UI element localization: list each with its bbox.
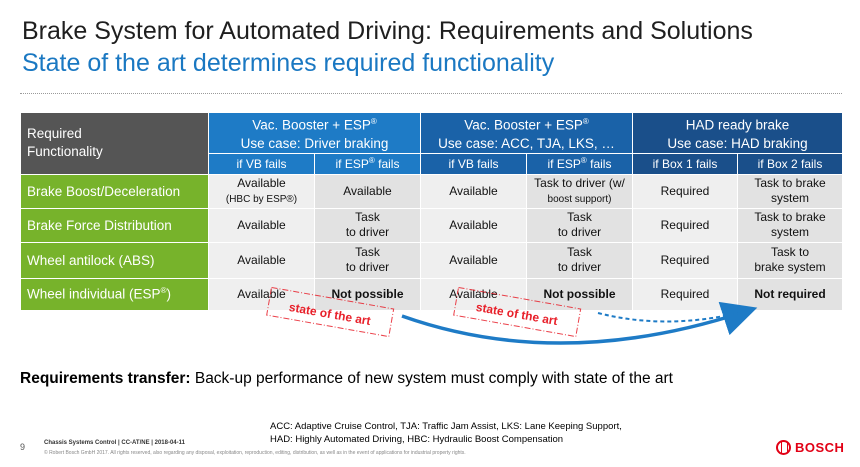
table-cell: Task to driver xyxy=(314,207,421,243)
row-label: Wheel individual (ESP®) xyxy=(20,277,209,311)
group-header-had-braking: HAD ready brake Use case: HAD braking xyxy=(632,112,843,154)
group-header-driver-braking: Vac. Booster + ESP® Use case: Driver brak… xyxy=(208,112,421,154)
table-cell: Available xyxy=(208,241,315,279)
table-cell: Available xyxy=(420,241,527,279)
row-label: Brake Force Distribution xyxy=(20,207,209,243)
row-label: Wheel antilock (ABS) xyxy=(20,241,209,279)
table-cell: Task to brake system xyxy=(737,207,843,243)
title-divider xyxy=(20,93,842,94)
table-cell: Not possible xyxy=(314,277,421,311)
table-cell: Available xyxy=(420,173,527,209)
stamp-state-of-the-art-1: state of the art xyxy=(266,286,395,338)
subheader-cell: if VB fails xyxy=(420,152,527,175)
table-cell: Available xyxy=(420,277,527,311)
row-label: Brake Boost/Deceleration xyxy=(20,173,209,209)
stamp-label: state of the art xyxy=(475,300,559,328)
subheader-cell: if ESP® fails xyxy=(526,152,633,175)
table-cell: Required xyxy=(632,207,738,243)
bosch-logo-icon xyxy=(776,440,791,455)
bosch-wordmark: BOSCH xyxy=(795,440,845,455)
footer-department: Chassis Systems Control | CC-AT/NE | 201… xyxy=(44,440,185,446)
table-cell: Task to brake system xyxy=(737,241,843,279)
transfer-arrow xyxy=(401,301,758,345)
table-cell: Available xyxy=(314,173,421,209)
requirements-transfer-statement: Requirements transfer: Back-up performan… xyxy=(20,370,673,387)
slide-subtitle: State of the art determines required fun… xyxy=(22,49,555,77)
table-cell: Task to brake system xyxy=(737,173,843,209)
table-cell: Available xyxy=(208,207,315,243)
table-cell: Task to driver xyxy=(526,241,633,279)
table-cell: Task to driver xyxy=(526,207,633,243)
abbreviations-note: ACC: Adaptive Cruise Control, TJA: Traff… xyxy=(270,421,622,445)
subheader-cell: if Box 2 fails xyxy=(737,152,843,175)
subheader-cell: if Box 1 fails xyxy=(632,152,738,175)
subheader-cell: if ESP® fails xyxy=(314,152,421,175)
transfer-arrow-dashed xyxy=(597,312,739,323)
table-cell: Task to driver (w/boost support) xyxy=(526,173,633,209)
stamp-label: state of the art xyxy=(288,300,372,328)
requirements-table: Required Functionality Vac. Booster + ESP… xyxy=(20,112,843,311)
table-cell: Available xyxy=(208,277,315,311)
footer-copyright: © Robert Bosch GmbH 2017. All rights res… xyxy=(44,450,466,456)
slide-title: Brake System for Automated Driving: Requ… xyxy=(22,17,753,45)
page-number: 9 xyxy=(20,442,26,452)
stamp-state-of-the-art-2: state of the art xyxy=(453,286,582,338)
group-header-acc-tja-lks: Vac. Booster + ESP® Use case: ACC, TJA, L… xyxy=(420,112,633,154)
table-cell: Required xyxy=(632,241,738,279)
table-cell: Available xyxy=(420,207,527,243)
table-cell: Not possible xyxy=(526,277,633,311)
